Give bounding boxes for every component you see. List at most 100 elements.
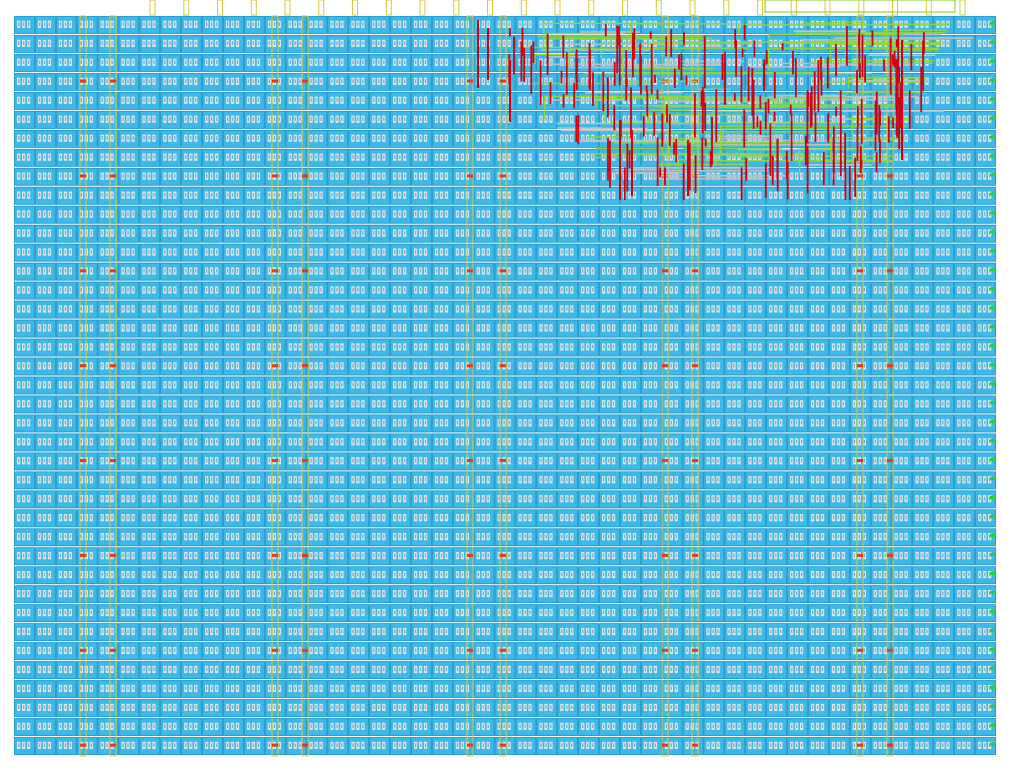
standard-cell[interactable] [975, 35, 996, 53]
standard-cell[interactable] [223, 54, 244, 72]
standard-cell[interactable] [244, 73, 265, 91]
standard-cell[interactable] [954, 16, 975, 34]
standard-cell[interactable] [285, 35, 307, 53]
standard-cell[interactable] [766, 35, 787, 53]
standard-cell[interactable] [181, 54, 202, 72]
standard-cell[interactable] [55, 73, 77, 91]
io-pin[interactable] [925, 0, 932, 16]
standard-cell[interactable] [14, 16, 35, 34]
io-pin[interactable] [250, 0, 257, 16]
standard-cell[interactable] [348, 54, 369, 72]
standard-cell[interactable] [306, 35, 328, 53]
io-pin[interactable] [183, 0, 190, 16]
io-pin[interactable] [588, 0, 595, 16]
io-pin[interactable] [824, 0, 831, 16]
standard-cell[interactable] [202, 73, 223, 91]
standard-cell[interactable] [369, 73, 390, 91]
standard-cell[interactable] [202, 16, 223, 34]
standard-cell[interactable] [35, 16, 56, 34]
standard-cell[interactable] [390, 35, 411, 53]
standard-cell[interactable] [390, 73, 411, 91]
standard-cell[interactable] [14, 54, 35, 72]
io-pin[interactable] [622, 0, 628, 16]
io-pin[interactable] [419, 0, 426, 16]
standard-cell[interactable] [515, 16, 537, 34]
standard-cell[interactable] [285, 54, 307, 72]
standard-cell[interactable] [264, 35, 286, 53]
io-pin[interactable] [757, 0, 763, 16]
io-pin[interactable] [385, 0, 392, 16]
standard-cell[interactable] [306, 54, 328, 72]
io-pin[interactable] [959, 0, 966, 16]
standard-cell[interactable] [954, 35, 975, 53]
standard-cell[interactable] [55, 35, 77, 53]
standard-cell[interactable] [244, 54, 265, 72]
standard-cell[interactable] [160, 16, 181, 34]
io-pin[interactable] [453, 0, 460, 16]
standard-cell[interactable] [223, 16, 244, 34]
standard-cell[interactable] [139, 16, 161, 34]
standard-cell[interactable] [160, 54, 181, 72]
standard-cell[interactable] [432, 35, 453, 53]
io-pin[interactable] [723, 0, 730, 16]
standard-cell[interactable] [327, 73, 349, 91]
standard-cell[interactable] [202, 54, 223, 72]
standard-cell[interactable] [327, 35, 349, 53]
standard-cell[interactable] [515, 35, 537, 53]
standard-cell[interactable] [160, 35, 181, 53]
io-pin[interactable] [149, 0, 156, 16]
standard-cell[interactable] [369, 16, 390, 34]
standard-cell[interactable] [14, 73, 35, 91]
standard-cell[interactable] [35, 73, 56, 91]
standard-cell[interactable] [97, 35, 119, 53]
standard-cell[interactable] [745, 54, 766, 72]
standard-cell[interactable] [306, 16, 328, 34]
standard-cell[interactable] [933, 54, 955, 72]
standard-cell[interactable] [369, 54, 390, 72]
standard-cell[interactable] [327, 54, 349, 72]
standard-cell[interactable] [369, 35, 390, 53]
standard-cell[interactable] [348, 16, 369, 34]
io-pin[interactable] [554, 0, 561, 16]
io-pin[interactable] [790, 0, 797, 16]
standard-cell[interactable] [223, 35, 244, 53]
standard-cell[interactable] [390, 16, 411, 34]
standard-cell[interactable] [285, 16, 307, 34]
io-pin[interactable] [892, 0, 898, 16]
standard-cell[interactable] [432, 54, 453, 72]
standard-cell[interactable] [139, 35, 161, 53]
standard-cell[interactable] [244, 16, 265, 34]
standard-cell[interactable] [139, 73, 161, 91]
standard-cell[interactable] [202, 35, 223, 53]
standard-cell[interactable] [432, 16, 453, 34]
standard-cell[interactable] [181, 35, 202, 53]
standard-cell[interactable] [348, 35, 369, 53]
standard-cell[interactable] [97, 16, 119, 34]
standard-cell[interactable] [55, 16, 77, 34]
standard-cell[interactable] [223, 73, 244, 91]
io-pin[interactable] [352, 0, 358, 16]
io-pin[interactable] [520, 0, 527, 16]
standard-cell[interactable] [118, 73, 140, 91]
standard-cell[interactable] [181, 73, 202, 91]
standard-cell[interactable] [975, 54, 996, 72]
standard-cell[interactable] [160, 73, 181, 91]
standard-cell[interactable] [954, 54, 975, 72]
standard-cell[interactable] [327, 16, 349, 34]
io-pin[interactable] [284, 0, 291, 16]
standard-cell[interactable] [118, 54, 140, 72]
io-pin[interactable] [858, 0, 865, 16]
standard-cell[interactable] [118, 16, 140, 34]
standard-cell[interactable] [97, 54, 119, 72]
standard-cell[interactable] [139, 54, 161, 72]
io-pin[interactable] [318, 0, 325, 16]
standard-cell[interactable] [244, 35, 265, 53]
standard-cell[interactable] [411, 54, 432, 72]
io-pin[interactable] [217, 0, 223, 16]
standard-cell[interactable] [35, 54, 56, 72]
standard-cell[interactable] [390, 54, 411, 72]
standard-cell[interactable] [494, 35, 516, 53]
standard-cell[interactable] [348, 73, 369, 91]
standard-cell[interactable] [14, 35, 35, 53]
